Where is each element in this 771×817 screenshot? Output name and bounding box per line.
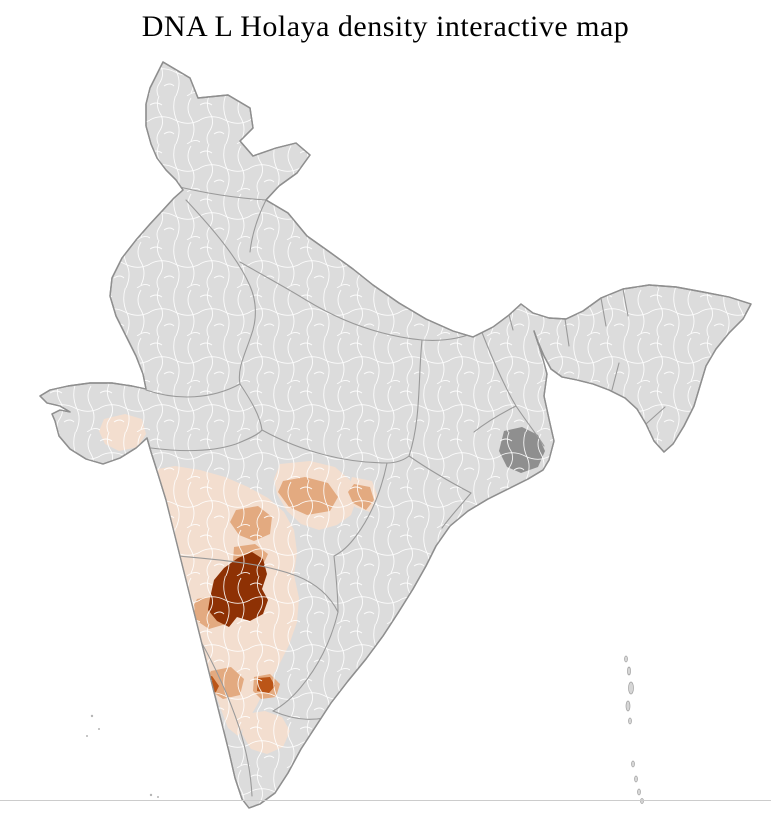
island-shape (625, 700, 631, 712)
island-shape (631, 760, 635, 768)
island-dot (98, 728, 100, 730)
india-outline (39, 61, 752, 809)
island-shape (628, 717, 632, 725)
island-shape (628, 681, 634, 695)
island-dot (149, 793, 153, 797)
andaman-nicobar-islands[interactable] (624, 655, 644, 804)
map-title: DNA L Holaya density interactive map (141, 10, 630, 43)
island-dot (90, 714, 94, 718)
island-shape (627, 666, 631, 676)
lakshadweep-islands (86, 714, 159, 798)
island-dot (157, 796, 159, 798)
island-shape (634, 775, 638, 783)
island-dot (86, 735, 88, 737)
island-shape (637, 788, 641, 796)
island-shape (624, 655, 628, 663)
state-borders (145, 181, 666, 797)
